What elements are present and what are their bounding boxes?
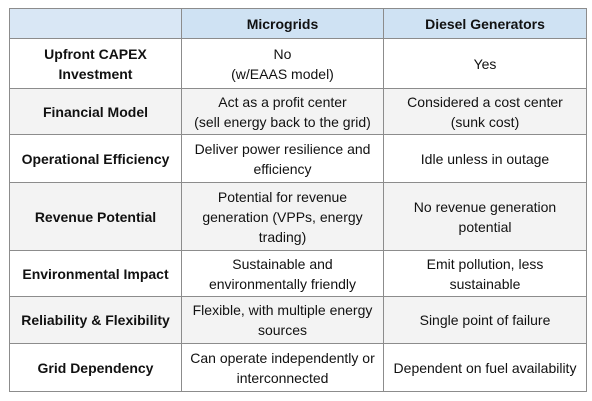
microgrids-cell: Potential for revenue generation (VPPs, … [181, 182, 384, 251]
diesel-cell: No revenue generation potential [383, 182, 587, 251]
microgrids-cell: Can operate independently or interconnec… [181, 343, 384, 392]
row-label: Reliability & Flexibility [9, 296, 182, 344]
diesel-cell: Single point of failure [383, 296, 587, 344]
header-diesel-generators: Diesel Generators [383, 8, 587, 39]
microgrids-cell: Sustainable and environmentally friendly [181, 250, 384, 297]
diesel-cell: Yes [383, 38, 587, 89]
row-label: Operational Efficiency [9, 134, 182, 183]
row-label: Environmental Impact [9, 250, 182, 297]
header-row: Microgrids Diesel Generators [9, 8, 587, 39]
microgrids-cell: No (w/EAAS model) [181, 38, 384, 89]
table-row: Revenue Potential Potential for revenue … [9, 182, 587, 251]
header-empty-cell [9, 8, 182, 39]
diesel-cell: Considered a cost center (sunk cost) [383, 88, 587, 135]
table-row: Upfront CAPEX Investment No (w/EAAS mode… [9, 38, 587, 89]
row-label: Revenue Potential [9, 182, 182, 251]
diesel-cell: Emit pollution, less sustainable [383, 250, 587, 297]
table-row: Grid Dependency Can operate independentl… [9, 343, 587, 392]
row-label: Upfront CAPEX Investment [9, 38, 182, 89]
diesel-cell: Dependent on fuel availability [383, 343, 587, 392]
microgrids-cell: Act as a profit center (sell energy back… [181, 88, 384, 135]
row-label: Grid Dependency [9, 343, 182, 392]
table-row: Operational Efficiency Deliver power res… [9, 134, 587, 183]
diesel-cell: Idle unless in outage [383, 134, 587, 183]
comparison-table-container: Microgrids Diesel Generators Upfront CAP… [9, 8, 587, 392]
table-row: Environmental Impact Sustainable and env… [9, 250, 587, 297]
header-microgrids: Microgrids [181, 8, 384, 39]
row-label: Financial Model [9, 88, 182, 135]
table-row: Reliability & Flexibility Flexible, with… [9, 296, 587, 344]
microgrids-cell: Flexible, with multiple energy sources [181, 296, 384, 344]
table-row: Financial Model Act as a profit center (… [9, 88, 587, 135]
microgrids-cell: Deliver power resilience and efficiency [181, 134, 384, 183]
comparison-table: Microgrids Diesel Generators Upfront CAP… [9, 8, 587, 392]
